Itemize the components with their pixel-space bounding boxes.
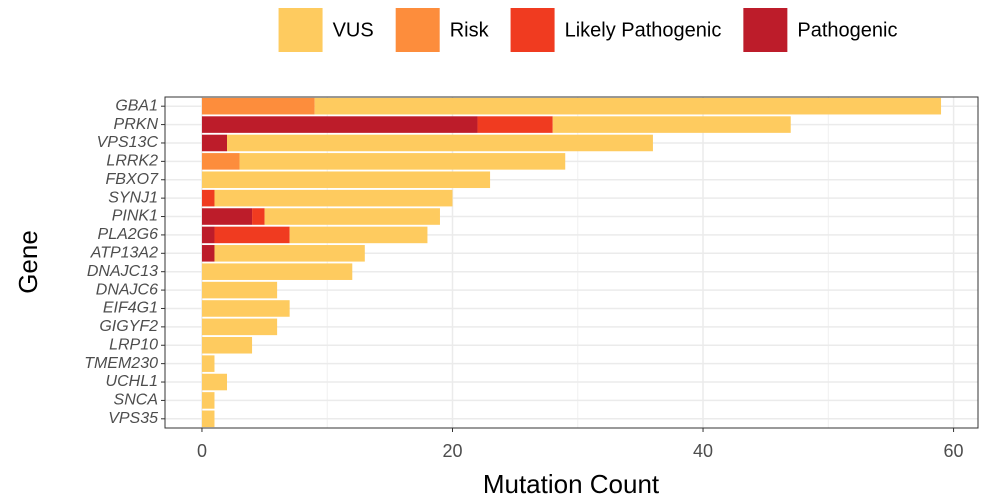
bar-segment (201, 171, 491, 189)
bar-segment (552, 116, 791, 133)
y-tick-label: GIGYF2 (99, 318, 158, 335)
bar-segment (201, 392, 215, 409)
bar-segment (201, 318, 278, 336)
y-tick-label: FBXO7 (106, 171, 160, 188)
bar-segment (214, 189, 453, 207)
bar-segment (214, 245, 365, 262)
legend: VUS Risk Likely Pathogenic Pathogenic (278, 8, 897, 52)
x-axis-title: Mutation Count (483, 469, 660, 499)
legend-swatch (743, 8, 788, 52)
legend-label: Pathogenic (797, 19, 897, 41)
bar-segment (227, 134, 653, 152)
legend-swatch (395, 8, 440, 52)
bar-segment (252, 208, 265, 225)
y-tick-label: ATP13A2 (90, 245, 158, 262)
bar-segment (289, 226, 428, 244)
y-tick-label: GBA1 (115, 97, 158, 114)
bar-segment (201, 245, 215, 262)
bar-segment (201, 226, 215, 244)
legend-label: Risk (450, 19, 490, 41)
bar-segment (201, 97, 315, 115)
legend-label: Likely Pathogenic (565, 19, 722, 41)
panel-border (164, 96, 979, 429)
y-tick-label: PLA2G6 (98, 226, 159, 243)
y-tick-label: TMEM230 (84, 355, 158, 372)
x-tick-label: 40 (693, 441, 713, 461)
bar-segment (201, 300, 290, 317)
y-tick-label: EIF4G1 (103, 300, 158, 317)
y-tick-label: UCHL1 (106, 373, 158, 390)
y-tick-label: SNCA (114, 392, 158, 409)
bar-segment (201, 153, 240, 170)
y-tick-label: VPS35 (108, 410, 158, 427)
y-tick-label: VPS13C (97, 134, 159, 151)
y-tick-label: PINK1 (112, 208, 158, 225)
y-tick-label: LRRK2 (106, 153, 158, 170)
bar-segment (201, 355, 215, 372)
bar-segment (201, 281, 278, 299)
bar-segment (214, 226, 290, 244)
bar-segment (314, 97, 942, 115)
bar-segment (201, 208, 253, 225)
bar-segment (201, 189, 215, 207)
y-axis-title: Gene (13, 230, 43, 294)
bar-segment (239, 153, 566, 170)
y-tick-label: DNAJC6 (96, 281, 158, 298)
y-tick-label: SYNJ1 (108, 189, 158, 206)
x-tick-label: 20 (442, 441, 462, 461)
y-tick-label: PRKN (114, 116, 159, 133)
bar-segment (477, 116, 553, 133)
bar-segment (201, 373, 228, 391)
bar-segment (201, 410, 215, 428)
x-tick-label: 0 (197, 441, 207, 461)
legend-swatch (510, 8, 555, 52)
legend-label: VUS (333, 19, 374, 41)
y-tick-label: DNAJC13 (87, 263, 158, 280)
bar-segment (201, 336, 253, 354)
bar-segment (201, 134, 228, 152)
y-tick-label: LRP10 (109, 336, 158, 353)
bar-segment (201, 116, 478, 133)
x-tick-label: 60 (944, 441, 964, 461)
bar-segment (264, 208, 440, 225)
bar-segment (201, 263, 353, 280)
legend-swatch (278, 8, 323, 52)
